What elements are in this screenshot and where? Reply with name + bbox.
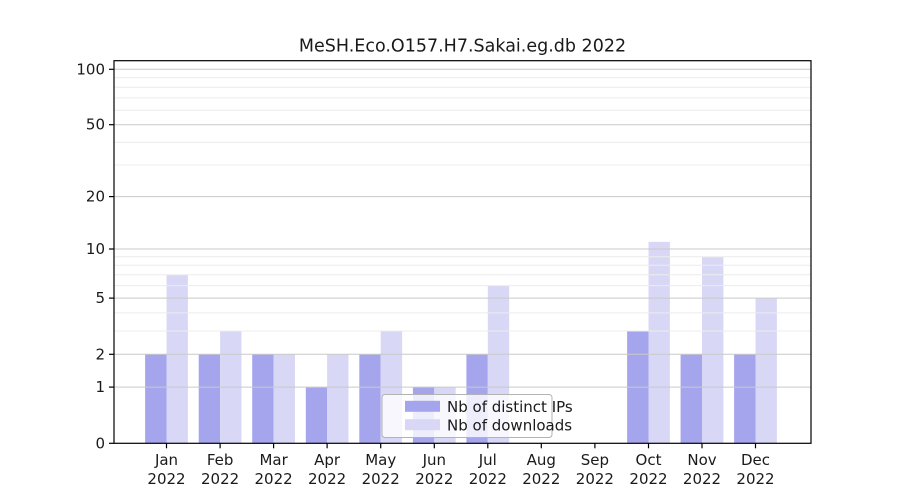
x-tick-label-year: 2022 [736,470,774,488]
x-tick-label-month: Aug [527,451,556,469]
x-tick-label-month: Jan [154,451,178,469]
x-tick-label-month: May [365,451,396,469]
x-tick-label-year: 2022 [629,470,667,488]
x-tick-label-month: Nov [687,451,716,469]
bar [198,354,221,444]
bar [755,298,777,444]
y-tick-label: 10 [86,240,105,258]
legend-label-downloads: Nb of downloads [447,417,572,435]
y-tick-label: 50 [86,116,105,134]
axes-layer: 0125102050100Jan2022Feb2022Mar2022Apr202… [76,60,812,488]
x-tick-label-year: 2022 [522,470,560,488]
x-tick-label-year: 2022 [576,470,614,488]
x-tick-label-year: 2022 [469,470,507,488]
y-tick-label: 5 [95,289,105,307]
y-tick-label: 0 [95,434,105,452]
bar [680,354,702,444]
bar [359,354,381,444]
x-tick-label-month: Feb [207,451,234,469]
legend: Nb of distinct IPs Nb of downloads [381,394,573,438]
x-tick-label-year: 2022 [415,470,453,488]
chart-title: MeSH.Eco.O157.H7.Sakai.eg.db 2022 [299,37,626,57]
bar [252,354,274,444]
x-tick-label-month: Dec [741,451,770,469]
bar [327,354,349,444]
y-tick-label: 1 [95,378,105,396]
x-tick-label-month: Jun [422,451,446,469]
x-tick-label-year: 2022 [147,470,185,488]
bar [166,274,188,444]
x-tick-label-month: Oct [636,451,662,469]
x-tick-label-year: 2022 [362,470,400,488]
bar [702,256,724,444]
bar [648,241,670,444]
x-tick-label-year: 2022 [255,470,293,488]
legend-label-distinct-ips: Nb of distinct IPs [447,398,573,416]
bar [305,387,328,444]
x-tick-label-month: Jul [478,451,497,469]
bar [145,354,167,444]
y-tick-label: 2 [95,345,105,363]
x-tick-label-month: Apr [314,451,341,469]
x-tick-label-year: 2022 [683,470,721,488]
bar [273,354,295,444]
bar [734,354,756,444]
x-tick-label-year: 2022 [308,470,346,488]
y-tick-label: 20 [86,188,105,206]
y-tick-label: 100 [76,60,105,78]
gridlines-layer [114,68,811,388]
x-tick-label-month: Sep [581,451,609,469]
x-tick-label-month: Mar [259,451,288,469]
legend-swatch-downloads [405,419,440,431]
plot-border [113,60,812,444]
legend-swatch-distinct-ips [405,400,440,412]
x-tick-label-year: 2022 [201,470,239,488]
